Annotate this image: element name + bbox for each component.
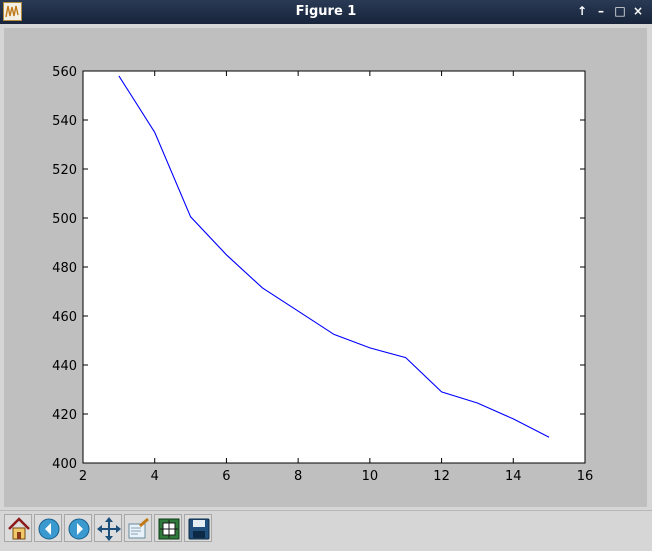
series-group (118, 75, 550, 438)
x-tick-label: 4 (151, 469, 159, 484)
back-arrow-icon (38, 518, 60, 540)
configure-subplots-icon (158, 518, 180, 540)
y-tick-label: 420 (52, 408, 77, 423)
maximize-icon: □ (614, 4, 626, 18)
y-tick-label: 460 (52, 310, 77, 325)
maximize-button[interactable]: □ (613, 4, 627, 18)
minimize-button[interactable]: – (594, 4, 608, 18)
x-tick-labels: 2 4 6 8 10 12 14 16 (79, 469, 593, 484)
x-tick-label: 10 (362, 469, 379, 484)
plot-area (82, 70, 586, 464)
y-tick-label: 500 (52, 212, 77, 227)
pan-button[interactable] (94, 514, 122, 542)
up-arrow-icon: ↑ (576, 4, 588, 18)
forward-arrow-icon (68, 518, 90, 540)
y-tick-label: 540 (52, 114, 77, 129)
matplotlib-app-icon[interactable] (3, 2, 22, 21)
zoom-button[interactable] (124, 514, 152, 542)
window-title: Figure 1 (295, 4, 357, 19)
x-tick-label: 16 (577, 469, 594, 484)
close-icon: × (632, 4, 644, 18)
configure-subplots-button[interactable] (154, 514, 182, 542)
keep-above-button[interactable]: ↑ (575, 4, 589, 18)
axis-ticks (82, 70, 586, 464)
x-tick-label: 12 (433, 469, 450, 484)
x-tick-label: 6 (222, 469, 230, 484)
home-button[interactable] (4, 514, 32, 542)
close-button[interactable]: × (631, 4, 645, 18)
save-disk-icon (188, 518, 210, 540)
y-tick-label: 400 (52, 457, 77, 472)
figure-canvas[interactable]: 2 4 6 8 10 12 14 16 400 420 440 460 480 500 520 540 560 (4, 28, 647, 507)
y-tick-labels: 400 420 440 460 480 500 520 540 560 (52, 65, 77, 472)
title-bar[interactable]: Figure 1 ↑ – □ × (0, 0, 652, 24)
zoom-to-rect-icon (128, 517, 149, 539)
y-tick-label: 560 (52, 65, 77, 80)
x-tick-label: 14 (505, 469, 522, 484)
save-button[interactable] (184, 514, 212, 542)
forward-button[interactable] (64, 514, 92, 542)
pan-move-icon (97, 517, 121, 541)
minimize-icon: – (598, 4, 604, 18)
home-icon (8, 517, 30, 540)
navigation-toolbar (0, 510, 652, 551)
y-tick-label: 440 (52, 359, 77, 374)
y-tick-label: 480 (52, 261, 77, 276)
series-line (118, 75, 550, 438)
chart: 2 4 6 8 10 12 14 16 400 420 440 460 480 500 520 540 560 (52, 65, 593, 484)
x-tick-label: 8 (294, 469, 302, 484)
back-button[interactable] (34, 514, 62, 542)
y-tick-label: 520 (52, 163, 77, 178)
x-tick-label: 2 (79, 469, 87, 484)
